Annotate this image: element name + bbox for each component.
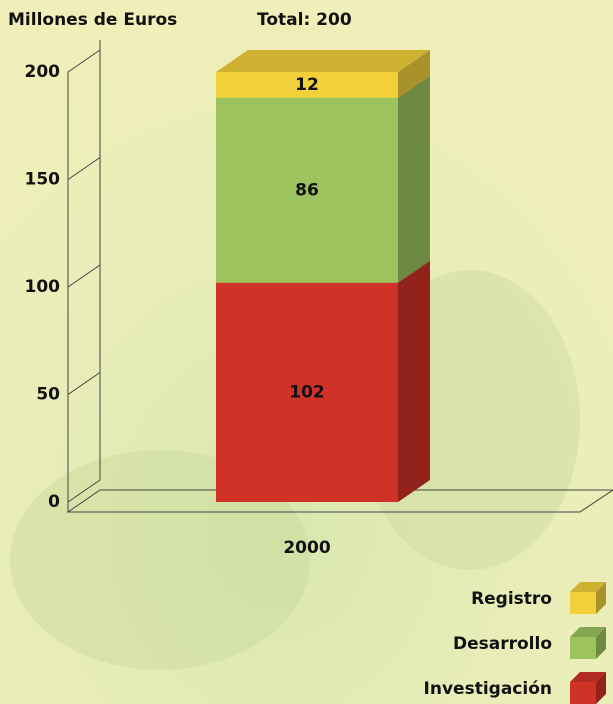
x-tick-label: 2000	[283, 538, 330, 558]
y-tick-label: 0	[48, 492, 60, 512]
y-axis-label: Millones de Euros	[8, 10, 177, 30]
value-label: 102	[289, 382, 325, 402]
legend-swatch	[570, 682, 596, 704]
y-tick-label: 200	[25, 62, 61, 82]
legend-label: Investigación	[424, 679, 552, 699]
bar-top	[216, 50, 430, 72]
legend-swatch	[570, 592, 596, 614]
y-tick-label: 150	[25, 170, 61, 190]
y-tick-label: 100	[25, 277, 61, 297]
chart: Millones de Euros Total: 200 0 50 100 150 20…	[0, 0, 613, 704]
bar-side	[398, 261, 430, 502]
annotation: Total: 200	[257, 10, 352, 30]
value-label: 86	[295, 180, 319, 200]
legend-label: Desarrollo	[453, 634, 552, 654]
y-tick-label: 50	[36, 385, 60, 405]
bar-side	[398, 76, 430, 283]
value-label: 12	[295, 75, 319, 95]
legend-label: Registro	[471, 589, 552, 609]
legend-swatch	[570, 637, 596, 659]
